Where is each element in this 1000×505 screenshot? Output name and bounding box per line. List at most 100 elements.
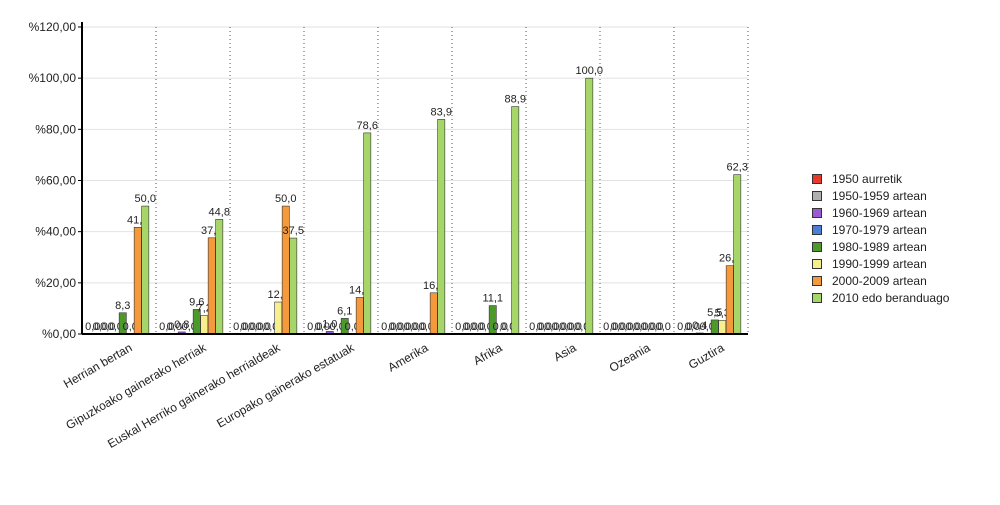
x-tick-label: Amerika: [385, 340, 430, 374]
bar-value-label: 0,0: [381, 321, 396, 333]
bar-value-label: 6,1: [337, 305, 352, 317]
bar: [200, 315, 209, 335]
y-tick-label: %80,00: [35, 122, 76, 136]
chart-legend: 1950 aurretik 1950-1959 artean 1960-1969 a…: [812, 170, 949, 306]
bar-value-label: 0,0: [685, 321, 700, 333]
bar-value-label: 0,0: [85, 321, 100, 333]
bar-value-label: 0,0: [470, 321, 485, 333]
bar-value-label: 0,0: [656, 321, 671, 333]
legend-item: 2000-2009 artean: [812, 272, 949, 289]
bar-value-label: 0,0: [100, 321, 115, 333]
bar-value-label: 11,1: [482, 293, 503, 305]
bar-value-label: 0,0: [544, 321, 559, 333]
bar-value-label: 0,0: [552, 321, 567, 333]
legend-label: 1980-1989 artean: [832, 239, 927, 254]
bar-value-label: 78,6: [357, 120, 378, 132]
bar: [355, 297, 364, 335]
legend-swatch: [812, 173, 822, 184]
y-tick-label: %120,00: [29, 20, 77, 34]
bar-value-label: 5,5: [707, 307, 722, 319]
legend-item: 1960-1969 artean: [812, 204, 949, 221]
bar-value-label: 0,0: [648, 321, 663, 333]
bar: [133, 227, 142, 335]
legend-swatch: [812, 258, 822, 269]
bar: [274, 301, 283, 335]
x-tick-label: Guztira: [686, 340, 727, 372]
y-tick-label: %40,00: [35, 225, 76, 239]
legend-swatch: [812, 241, 822, 252]
bar: [289, 237, 298, 335]
x-tick-label: Ozeania: [607, 340, 653, 375]
bar-value-label: 0,4: [692, 320, 707, 332]
bar-value-label: 0,0: [611, 321, 626, 333]
bar: [725, 265, 734, 335]
x-tick-label: Europako gainerako estatuak: [214, 340, 357, 431]
x-tick-label: Herrian bertan: [61, 340, 134, 390]
bar-value-label: 50,0: [275, 193, 296, 205]
bar-value-label: 0,0: [626, 321, 641, 333]
bar-value-label: 50,0: [135, 193, 156, 205]
legend-item: 1970-1979 artean: [812, 221, 949, 238]
legend-swatch: [812, 207, 822, 218]
bar-value-label: 0,0: [455, 321, 470, 333]
bar: [207, 237, 216, 335]
legend-label: 1960-1969 artean: [832, 205, 927, 220]
legend-label: 1950 aurretik: [832, 171, 903, 186]
legend-label: 2010 edo beranduago: [832, 290, 950, 305]
bar-value-label: 0,0: [677, 321, 692, 333]
bar-value-label: 0,0: [493, 321, 508, 333]
bar: [718, 320, 727, 335]
x-tick-label: Asia: [551, 340, 578, 364]
bar-value-label: 0,0: [233, 321, 248, 333]
legend-label: 2000-2009 artean: [832, 273, 927, 288]
legend-swatch: [812, 190, 822, 201]
bar: [363, 132, 372, 335]
bar-value-label: 0,0: [567, 321, 582, 333]
bar: [511, 106, 520, 335]
bar: [585, 77, 594, 335]
bar-value-label: 100,0: [575, 65, 603, 77]
bar-value-label: 0,0: [241, 321, 256, 333]
bar-value-label: 0,0: [559, 321, 574, 333]
bar-value-label: 0,0: [411, 321, 426, 333]
y-tick-label: %0,00: [42, 327, 76, 341]
x-tick-label: Gipuzkoako gainerako herriak: [63, 340, 209, 432]
legend-label: 1970-1979 artean: [832, 222, 927, 237]
bar-value-label: 0,0: [463, 321, 478, 333]
legend-item: 1990-1999 artean: [812, 255, 949, 272]
bar-value-label: 0,8: [174, 319, 189, 331]
bar-value-label: 0,0: [256, 321, 271, 333]
legend-item: 2010 edo beranduago: [812, 289, 949, 306]
bar-value-label: 0,0: [389, 321, 404, 333]
bar-value-label: 0,0: [159, 321, 174, 333]
bar-value-label: 1,0: [322, 318, 337, 330]
bar-value-label: 0,0: [537, 321, 552, 333]
bar: [710, 319, 719, 335]
bar: [437, 119, 446, 335]
bar-value-label: 0,0: [404, 321, 419, 333]
bar-value-label: 88,9: [505, 94, 526, 106]
legend-item: 1980-1989 artean: [812, 238, 949, 255]
bar-value-label: 0,0: [641, 321, 656, 333]
y-tick-label: %20,00: [35, 276, 76, 290]
bar: [429, 292, 438, 335]
bar-value-label: 0,0: [603, 321, 618, 333]
legend-swatch: [812, 224, 822, 235]
bar-value-label: 0,0: [93, 321, 108, 333]
legend-swatch: [812, 275, 822, 286]
bar-value-label: 62,3: [727, 162, 748, 174]
bar-value-label: 44,8: [209, 206, 230, 218]
bar-value-label: 37,5: [283, 225, 304, 237]
legend-item: 1950-1959 artean: [812, 187, 949, 204]
legend-label: 1950-1959 artean: [832, 188, 927, 203]
bar-value-label: 0,0: [529, 321, 544, 333]
x-tick-label: Afrika: [471, 340, 505, 368]
bar-value-label: 0,0: [315, 321, 330, 333]
bar-value-label: 0,0: [307, 321, 322, 333]
bar-value-label: 0,0: [618, 321, 633, 333]
bar-value-label: 0,0: [633, 321, 648, 333]
y-tick-label: %60,00: [35, 174, 76, 188]
bar-value-label: 83,9: [431, 106, 452, 118]
y-tick-label: %100,00: [29, 71, 77, 85]
